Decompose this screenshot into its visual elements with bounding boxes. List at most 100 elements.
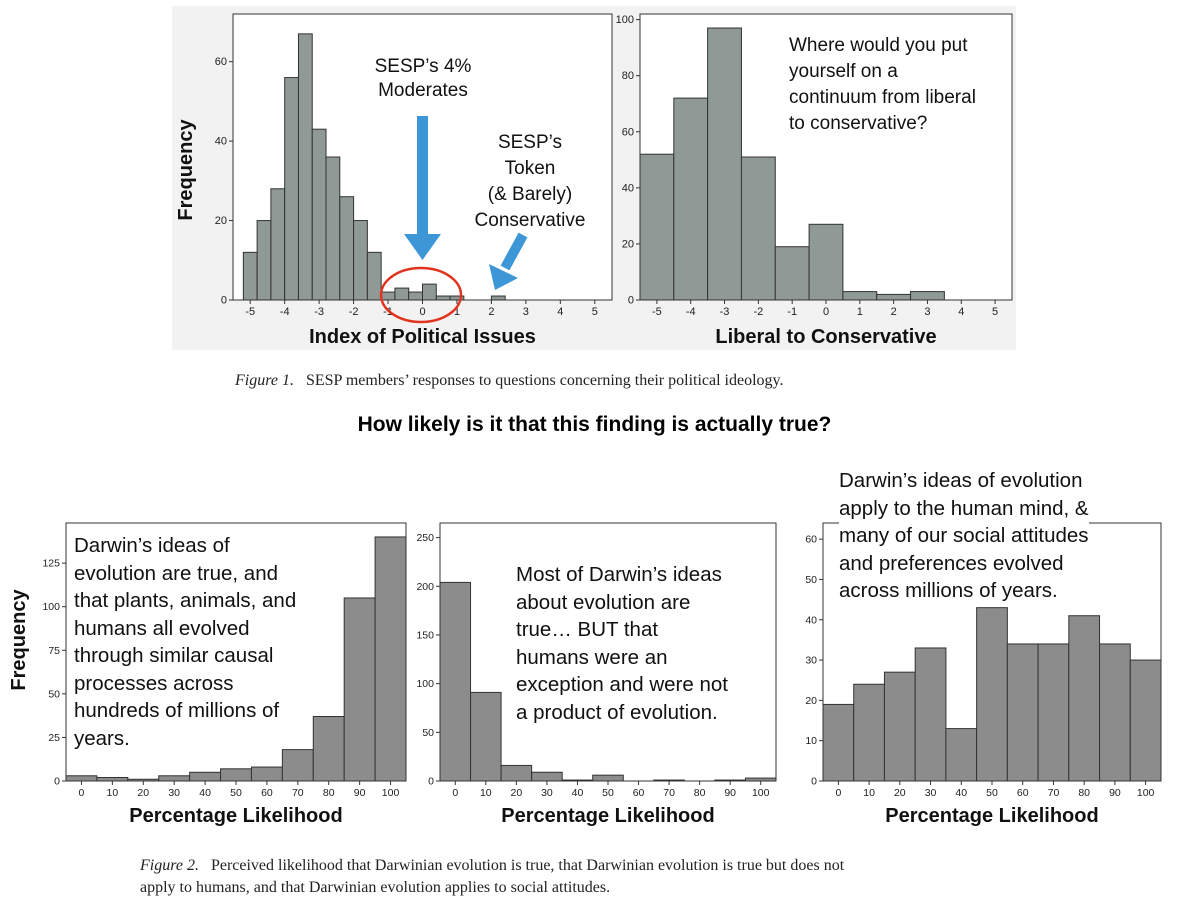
- x-tick-label: 60: [1017, 787, 1029, 799]
- bar: [281, 749, 314, 782]
- panel2-line-1: Most of Darwin’s ideas: [516, 563, 722, 586]
- bar: [531, 771, 563, 782]
- x-tick-label: -3: [720, 306, 730, 318]
- moderates-highlight-circle: [379, 266, 463, 324]
- bar: [297, 33, 313, 301]
- x-tick-label: -2: [753, 306, 763, 318]
- x-tick-label: 0: [452, 787, 458, 799]
- bar: [561, 779, 594, 782]
- panel3-line-3: many of our social attitudes: [839, 524, 1089, 547]
- x-tick-label: 5: [992, 306, 998, 318]
- x-axis-label: Index of Political Issues: [309, 326, 536, 348]
- x-tick-label: 90: [724, 787, 736, 799]
- x-tick-label: 2: [488, 306, 494, 318]
- conservative-line-2: Token: [504, 158, 556, 179]
- bar: [1068, 615, 1101, 782]
- x-tick-label: 5: [592, 306, 598, 318]
- y-tick-label: 0: [428, 776, 434, 788]
- panel2-line-5: exception and were not: [516, 673, 728, 696]
- y-tick-label: 100: [616, 14, 634, 26]
- figure2-caption-line-1: Figure 2. Perceived likelihood that Darw…: [140, 855, 844, 877]
- figure1-caption-text: SESP members’ responses to questions con…: [305, 372, 784, 389]
- y-tick-label: 60: [622, 126, 634, 138]
- y-tick-label: 20: [622, 238, 634, 250]
- x-tick-label: 90: [1109, 787, 1121, 799]
- panel1-line-5: through similar causal: [74, 644, 274, 667]
- panel3-line-1: Darwin’s ideas of evolution: [839, 469, 1083, 492]
- continuum-question-annotation: Where would you put yourself on a contin…: [789, 33, 976, 137]
- x-tick-label: 20: [511, 787, 523, 799]
- moderates-arrow: [404, 116, 441, 260]
- x-tick-label: -3: [314, 306, 324, 318]
- y-tick-label: 50: [805, 574, 817, 586]
- bar: [853, 683, 885, 782]
- x-tick-label: 50: [230, 787, 242, 799]
- bar: [592, 774, 624, 782]
- bar: [910, 291, 945, 301]
- figure2-caption-label: Figure 2.: [140, 857, 199, 874]
- chart-4: 0 50 100 150 200 250 0 10 20 30 40 50 60 70 80 90 100 Per…: [416, 522, 777, 827]
- bar: [96, 777, 129, 782]
- x-tick-label: -5: [652, 306, 662, 318]
- x-tick-label: 100: [1137, 787, 1155, 799]
- bar: [394, 287, 410, 301]
- chart-3: 0 25 50 75 100 125 0 10 20 30 40 50 60 70 80 90 100 Perce…: [8, 522, 407, 827]
- x-tick-label: 10: [480, 787, 492, 799]
- bar: [822, 703, 855, 782]
- panel1-annotation: Darwin’s ideas of evolution are true, an…: [74, 532, 296, 752]
- bar: [673, 97, 709, 301]
- y-tick-label: 75: [48, 645, 60, 657]
- bar: [639, 153, 675, 301]
- y-tick-label: 200: [416, 581, 434, 593]
- conservative-line-1: SESP’s: [497, 132, 563, 153]
- y-tick-label: 0: [221, 295, 227, 307]
- bar: [945, 728, 978, 782]
- y-tick-label: 125: [42, 558, 60, 570]
- x-tick-label: 0: [835, 787, 841, 799]
- bar: [976, 607, 1008, 782]
- bar: [325, 156, 341, 301]
- x-axis-label: Liberal to Conservative: [715, 326, 936, 348]
- bar: [1129, 659, 1162, 782]
- bar: [422, 283, 437, 301]
- x-tick-label: 50: [986, 787, 998, 799]
- continuum-line-2: yourself on a: [789, 61, 898, 82]
- bar: [883, 671, 916, 782]
- panel1-line-4: humans all evolved: [74, 616, 250, 640]
- chart-2: 0 20 40 60 80 100 -5 -4 -3 -2 -1 0 1 2 3 4 5 Liberal to C…: [616, 13, 1013, 348]
- bar: [914, 647, 947, 782]
- x-axis-label: Percentage Likelihood: [129, 805, 342, 827]
- panel1-line-1: Darwin’s ideas of: [74, 534, 230, 557]
- panel2-line-6: a product of evolution.: [516, 700, 718, 724]
- bar: [374, 536, 407, 782]
- x-tick-label: 80: [323, 787, 335, 799]
- continuum-line-1: Where would you put: [789, 35, 968, 56]
- x-tick-label: 0: [419, 306, 425, 318]
- bar: [490, 295, 506, 301]
- figure2-caption-text-2: apply to humans, and that Darwinian evol…: [140, 879, 611, 896]
- x-tick-label: 60: [633, 787, 645, 799]
- conservative-line-4: Conservative: [474, 210, 586, 231]
- bar: [353, 220, 368, 301]
- bar: [842, 291, 878, 301]
- y-tick-label: 100: [416, 678, 434, 690]
- x-tick-label: 70: [663, 787, 675, 799]
- x-tick-label: 4: [958, 306, 964, 318]
- x-tick-label: -5: [245, 306, 255, 318]
- panel1-line-8: years.: [74, 726, 130, 750]
- bar: [1006, 643, 1039, 782]
- panel1-line-3: that plants, animals, and: [74, 589, 297, 612]
- bar: [435, 295, 451, 301]
- panel1-line-6: processes across: [74, 671, 234, 695]
- x-tick-label: 20: [894, 787, 906, 799]
- y-tick-label: 10: [805, 735, 817, 747]
- bar: [339, 196, 355, 301]
- panel3-annotation: Darwin’s ideas of evolution apply to the…: [839, 467, 1089, 605]
- x-axis-label: Percentage Likelihood: [501, 805, 714, 827]
- bar: [774, 246, 810, 301]
- x-tick-label: 3: [924, 306, 930, 318]
- panel2-line-2: about evolution are: [516, 590, 691, 614]
- panel3-line-5: across millions of years.: [839, 579, 1058, 602]
- y-tick-label: 0: [54, 776, 60, 788]
